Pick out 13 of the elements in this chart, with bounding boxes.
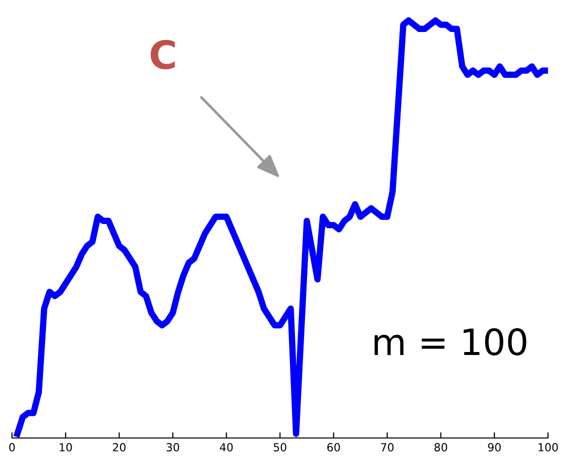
x-tick-label: 80 xyxy=(434,443,448,452)
x-tick-label: 0 xyxy=(9,443,15,452)
x-tick-label: 70 xyxy=(381,443,394,452)
x-tick-label: 40 xyxy=(220,443,233,452)
x-tick-label: 30 xyxy=(166,443,180,452)
x-tick-label: 50 xyxy=(274,443,286,452)
x-tick-label: 100 xyxy=(538,443,558,452)
annotation: m = 100 xyxy=(374,328,526,356)
annotation: C xyxy=(150,40,175,70)
x-tick-label: 90 xyxy=(488,443,501,452)
x-tick-label: 10 xyxy=(60,443,72,452)
x-tick-label: 60 xyxy=(327,443,340,452)
x-tick-label: 20 xyxy=(112,443,126,452)
